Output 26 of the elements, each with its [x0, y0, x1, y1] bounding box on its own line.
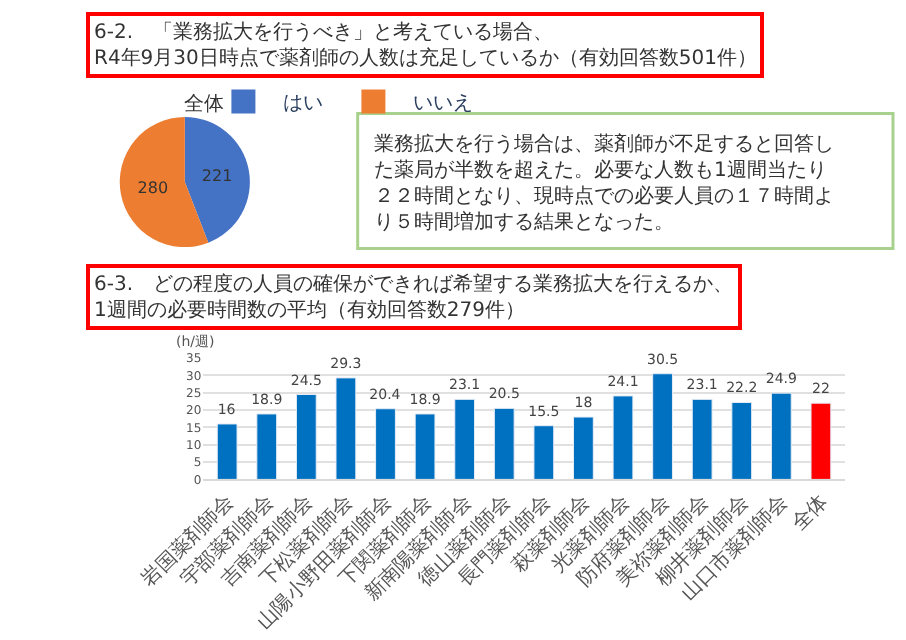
bar	[375, 408, 396, 480]
chart-title: 6-2. 「業務拡大を行うべき」と考えている場合、 R4年9月30日時点で薬剤師の人数は充足しているか（有効回答数501件）	[94, 20, 757, 70]
bar	[493, 407, 515, 480]
bar	[414, 413, 436, 480]
chart-subtitle: 全体	[184, 92, 224, 116]
bar	[256, 413, 278, 480]
bar	[295, 394, 317, 480]
chart-title: 6-3. どの程度の人員の確保ができれば希望する業務拡大を行えるか、 1週間の必要時間数の平均（有効回答数279件）	[94, 272, 734, 322]
bar	[652, 373, 673, 480]
bar	[573, 416, 594, 480]
legend-label: はい	[283, 93, 324, 116]
bar	[810, 402, 832, 480]
bar	[454, 398, 476, 480]
data-label: 221	[201, 167, 233, 186]
bar	[612, 395, 634, 480]
x-tick-label: 全体	[786, 489, 833, 536]
data-label: 280	[137, 179, 169, 198]
text: 業務拡大を行う場合は、薬剤師が不足すると回答した薬局が半数を超えた。必要な人数も1週間当たり２２時間となり、現時点での必要人員の１７時間より５時間増加する結果となった。	[374, 132, 834, 234]
bar	[533, 425, 555, 480]
bar	[731, 401, 753, 480]
bar	[216, 423, 238, 480]
bar	[691, 398, 713, 480]
bar	[335, 377, 357, 480]
legend-label: いいえ	[413, 93, 474, 116]
pie-slice	[184, 117, 250, 243]
bar	[770, 392, 792, 480]
